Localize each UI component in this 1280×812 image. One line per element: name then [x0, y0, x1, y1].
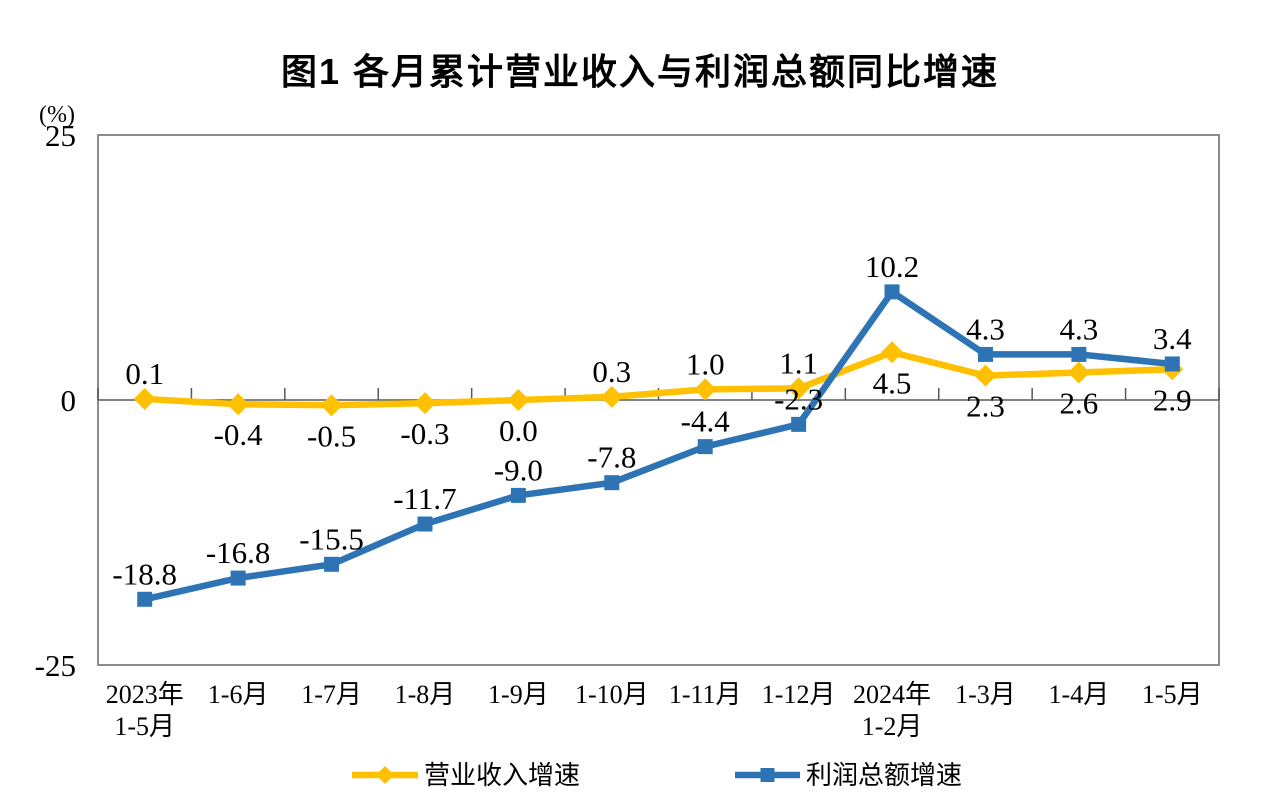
- square-marker: [604, 475, 620, 491]
- x-axis-category-label: 2023年 1-5月: [106, 680, 184, 741]
- diamond-marker: [320, 394, 343, 417]
- revenue-growth-data-label: 0.0: [499, 413, 538, 448]
- revenue-growth-legend-label: 营业收入增速: [424, 761, 580, 790]
- diamond-marker: [227, 393, 250, 416]
- revenue-growth-data-label: -0.4: [214, 417, 264, 452]
- diamond-marker: [974, 364, 997, 387]
- profit-growth-data-label: -7.8: [587, 440, 636, 475]
- y-axis-tick-label: 25: [45, 118, 76, 153]
- square-marker: [510, 487, 526, 503]
- x-axis-category-label: 1-5月: [1142, 680, 1203, 709]
- profit-growth-line: [141, 287, 1176, 603]
- x-axis-category-label: 1-3月: [955, 680, 1016, 709]
- profit-growth-data-label: -16.8: [206, 535, 271, 570]
- y-axis-unit-label: (%): [39, 102, 75, 128]
- square-marker: [884, 284, 900, 300]
- diamond-marker: [507, 389, 530, 411]
- revenue-growth-data-label: -0.5: [307, 418, 356, 453]
- diamond-marker: [133, 387, 156, 410]
- revenue-growth-data-label: 1.1: [779, 345, 818, 380]
- diamond-marker: [694, 378, 717, 401]
- x-axis-category-label: 1-11月: [669, 680, 742, 709]
- square-marker: [760, 768, 775, 782]
- profit-growth-data-label: -15.5: [299, 521, 364, 556]
- x-axis-category-label: 1-7月: [301, 680, 362, 709]
- x-axis-category-label: 1-6月: [208, 680, 269, 709]
- profit-growth-data-label: -11.7: [393, 481, 456, 516]
- revenue-growth-data-label: 2.3: [966, 389, 1005, 424]
- x-axis-category-label: 2024年 1-2月: [853, 680, 931, 741]
- diamond-marker: [1067, 361, 1090, 384]
- square-marker: [977, 346, 993, 362]
- revenue-growth-data-label: 0.1: [125, 356, 164, 391]
- revenue-growth-line: [141, 348, 1176, 409]
- y-axis-tick-label: 0: [61, 383, 77, 418]
- diamond-marker: [787, 377, 810, 400]
- profit-growth-data-label: 3.4: [1153, 321, 1192, 356]
- revenue-growth-data-label: 0.3: [592, 354, 631, 389]
- y-axis-tick-label: -25: [35, 648, 76, 683]
- square-marker: [324, 556, 340, 572]
- diamond-marker: [413, 392, 436, 415]
- revenue-growth-data-label: -0.3: [400, 416, 449, 451]
- revenue-growth-data-label: 2.6: [1060, 385, 1099, 420]
- square-marker: [1164, 356, 1180, 372]
- revenue-growth-data-label: 4.5: [873, 365, 912, 400]
- profit-growth-data-label: -18.8: [112, 556, 177, 591]
- diamond-marker: [600, 385, 623, 408]
- square-marker: [697, 439, 713, 455]
- profit-growth-data-label: -4.4: [681, 404, 731, 439]
- diamond-marker: [881, 341, 904, 364]
- chart-title: 图1 各月累计营业收入与利润总额同比增速: [280, 51, 1000, 92]
- x-axis-category-label: 1-12月: [762, 680, 836, 709]
- square-marker: [1071, 346, 1087, 362]
- diamond-marker: [376, 766, 394, 784]
- revenue-growth-data-label: 1.0: [686, 346, 725, 381]
- profit-growth-data-label: -9.0: [494, 452, 543, 487]
- profit-growth-data-label: -2.3: [774, 381, 823, 416]
- x-axis-category-label: 1-10月: [575, 680, 649, 709]
- profit-growth-data-label: 10.2: [865, 249, 919, 284]
- profit-growth-data-label: 4.3: [1060, 311, 1099, 346]
- revenue-growth-data-label: 2.9: [1153, 382, 1192, 417]
- square-marker: [137, 591, 153, 607]
- profit-growth-legend-label: 利润总额增速: [806, 761, 962, 790]
- x-axis-category-label: 1-9月: [488, 680, 549, 709]
- profit-growth-data-label: 4.3: [966, 311, 1005, 346]
- square-marker: [417, 516, 433, 532]
- x-axis-category-label: 1-4月: [1049, 680, 1110, 709]
- square-marker: [230, 570, 246, 586]
- square-marker: [791, 416, 807, 432]
- x-axis-category-label: 1-8月: [395, 680, 456, 709]
